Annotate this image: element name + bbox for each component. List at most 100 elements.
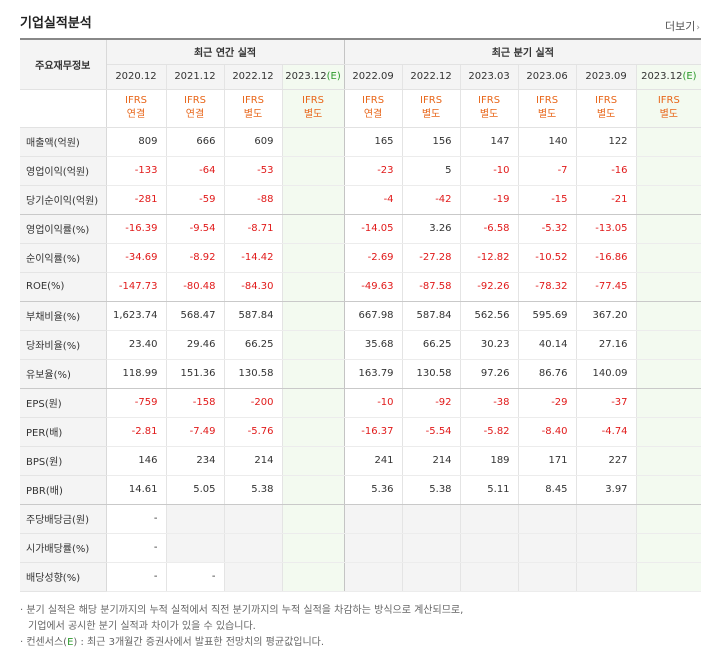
table-cell [575, 533, 637, 563]
accounting-standard: IFRS 연결 [106, 89, 166, 128]
table-cell: -133 [106, 156, 166, 186]
table-cell [635, 388, 702, 418]
table-cell: 587.84 [401, 301, 461, 331]
row-label: PBR(배) [20, 475, 107, 505]
table-row: 시가배당률(%) - [20, 533, 702, 563]
table-row: 순이익률(%) -34.69 -8.92 -14.42 -2.69 -27.28 -12.8… [20, 243, 702, 273]
table-cell: -5.82 [459, 417, 519, 447]
table-cell: -10.52 [517, 243, 577, 273]
accounting-standard: IFRS 별도 [223, 89, 282, 128]
table-cell: 122 [575, 127, 637, 157]
table-cell: 562.56 [459, 301, 519, 331]
table-cell: -4.74 [575, 417, 637, 447]
table-cell [635, 301, 702, 331]
table-cell [281, 475, 345, 505]
table-cell: -158 [165, 388, 224, 418]
table-cell [401, 533, 461, 563]
table-cell: 8.45 [517, 475, 577, 505]
table-cell [635, 156, 702, 186]
table-cell [281, 504, 345, 534]
accounting-standard: IFRS 연결 [165, 89, 224, 128]
table-cell [459, 533, 519, 563]
table-cell [281, 359, 345, 389]
table-row: 영업이익(억원) -133 -64 -53 -23 5 -10 -7 -16 [20, 156, 702, 186]
table-cell: 189 [459, 446, 519, 476]
table-cell [223, 562, 282, 592]
table-cell: 568.47 [165, 301, 224, 331]
table-cell: -42 [401, 185, 461, 215]
table-cell [165, 504, 224, 534]
table-row: 매출액(억원) 809 666 609 165 156 147 140 122 [20, 127, 702, 157]
table-cell: -77.45 [575, 272, 637, 302]
financial-table: 주요재무정보 최근 연간 실적 최근 분기 실적 2020.12 2021.12 2… [20, 38, 702, 592]
table-cell [575, 504, 637, 534]
table-cell: - [165, 562, 224, 592]
table-cell [635, 185, 702, 215]
table-cell: -147.73 [106, 272, 166, 302]
table-cell: -92 [401, 388, 461, 418]
table-cell [635, 562, 702, 592]
table-cell: - [106, 504, 166, 534]
table-row: 당기순이익(억원) -281 -59 -88 -4 -42 -19 -15 -21 [20, 185, 702, 215]
table-cell: -200 [223, 388, 282, 418]
table-cell: 163.79 [343, 359, 403, 389]
table-cell: 3.26 [401, 214, 461, 244]
std-corner [20, 89, 107, 128]
table-cell [343, 562, 403, 592]
accounting-standard: IFRS 별도 [575, 89, 637, 128]
table-cell: 29.46 [165, 330, 224, 360]
row-label: 영업이익(억원) [20, 156, 107, 186]
table-cell: -38 [459, 388, 519, 418]
table-cell [343, 504, 403, 534]
table-cell [575, 562, 637, 592]
table-cell: 97.26 [459, 359, 519, 389]
table-cell [635, 359, 702, 389]
period-header: 2020.12 [106, 64, 166, 90]
note-line-1: · 분기 실적은 해당 분기까지의 누적 실적에서 직전 분기까지의 누적 실적… [20, 605, 464, 616]
table-cell: 151.36 [165, 359, 224, 389]
table-cell: 146 [106, 446, 166, 476]
table-cell [281, 533, 345, 563]
row-label: PER(배) [20, 417, 107, 447]
row-label: 당좌비율(%) [20, 330, 107, 360]
table-cell: 35.68 [343, 330, 403, 360]
more-link[interactable]: 더보기› [665, 18, 700, 34]
table-cell: -8.40 [517, 417, 577, 447]
table-cell: 3.97 [575, 475, 637, 505]
table-cell: 234 [165, 446, 224, 476]
table-cell [517, 504, 577, 534]
period-header: 2022.12 [401, 64, 461, 90]
table-cell: -16.86 [575, 243, 637, 273]
table-cell: 214 [401, 446, 461, 476]
table-cell: 587.84 [223, 301, 282, 331]
table-cell: -13.05 [575, 214, 637, 244]
table-cell [281, 446, 345, 476]
table-cell: -2.81 [106, 417, 166, 447]
period-header: 2023.03 [459, 64, 519, 90]
table-cell: 241 [343, 446, 403, 476]
table-cell: 5 [401, 156, 461, 186]
table-cell: -15 [517, 185, 577, 215]
table-row: ROE(%) -147.73 -80.48 -84.30 -49.63 -87.58 -92… [20, 272, 702, 302]
table-cell: 165 [343, 127, 403, 157]
row-label: 순이익률(%) [20, 243, 107, 273]
table-cell [281, 214, 345, 244]
table-cell [459, 562, 519, 592]
table-cell: -16 [575, 156, 637, 186]
table-cell: 27.16 [575, 330, 637, 360]
table-cell [165, 533, 224, 563]
period-header: 2023.12(E) [635, 64, 702, 90]
table-cell [281, 301, 345, 331]
accounting-standard: IFRS 별도 [517, 89, 577, 128]
table-cell: 171 [517, 446, 577, 476]
table-cell: -59 [165, 185, 224, 215]
table-cell: 227 [575, 446, 637, 476]
table-cell: 809 [106, 127, 166, 157]
table-cell: -6.58 [459, 214, 519, 244]
table-row: 배당성향(%) - - [20, 562, 702, 592]
table-cell: 1,623.74 [106, 301, 166, 331]
table-cell: -14.05 [343, 214, 403, 244]
table-row: 영업이익률(%) -16.39 -9.54 -8.71 -14.05 3.26 -6.58-… [20, 214, 702, 244]
row-label: 시가배당률(%) [20, 533, 107, 563]
table-cell: 666 [165, 127, 224, 157]
